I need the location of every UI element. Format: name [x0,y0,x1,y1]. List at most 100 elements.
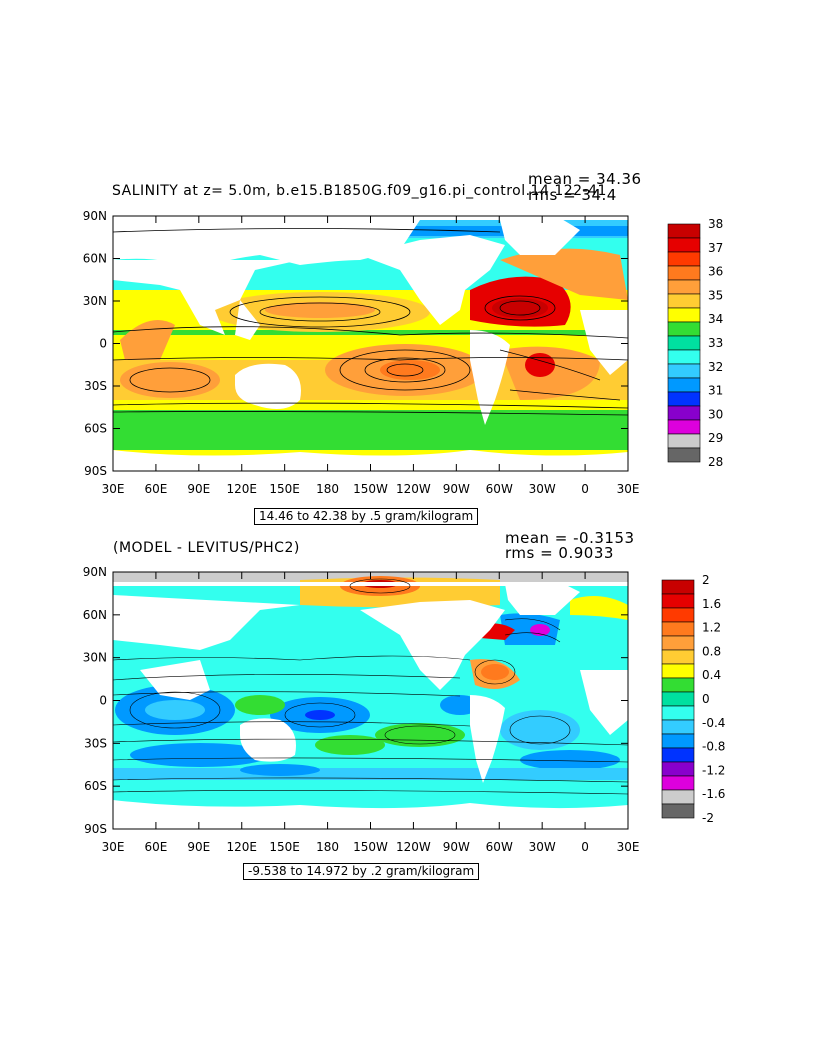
colorbar-swatch [661,761,695,777]
longitude-tick-label: 90W [443,840,470,854]
latitude-tick-label: 30S [84,379,107,393]
longitude-tick-label: 0 [581,482,589,496]
latitude-tick-label: 30N [83,651,107,665]
colorbar-label: 1.2 [702,621,721,635]
latitude-tick-label: 90N [83,209,107,223]
colorbar-swatch [667,433,701,449]
latitude-tick-label: 60S [84,779,107,793]
colorbar-swatch [667,251,701,267]
colorbar-swatch [667,265,701,281]
colorbar-swatch [667,419,701,435]
mean-value: mean = -0.3153 [505,529,635,547]
longitude-tick-label: 180 [316,482,339,496]
colorbar-swatch [661,635,695,651]
salinity-map-panel: mean = 34.36 rms = 34.4 SALINITY at z= 5… [0,160,818,530]
colorbar-swatch [661,733,695,749]
longitude-tick-label: 30W [529,840,556,854]
latitude-tick-label: 90S [84,464,107,478]
latitude-tick-label: 0 [99,694,107,708]
colorbar-label: 37 [708,241,723,255]
colorbar-swatch [661,775,695,791]
colorbar-swatch [661,607,695,623]
colorbar-swatch [661,621,695,637]
longitude-tick-label: 150W [353,482,388,496]
colorbar-swatch [667,307,701,323]
longitude-tick-label: 120E [227,482,258,496]
colorbar-label: 32 [708,360,723,374]
colorbar-swatch [661,789,695,805]
colorbar-label: 1.6 [702,597,721,611]
longitude-tick-label: 60E [144,840,167,854]
colorbar-label: 31 [708,384,723,398]
colorbar-label: 36 [708,265,723,279]
longitude-tick-label: 30E [102,840,125,854]
contour-range-label: -9.538 to 14.972 by .2 gram/kilogram [243,863,480,880]
latitude-tick-label: 60S [84,422,107,436]
longitude-tick-label: 90E [187,840,210,854]
longitude-tick-label: 0 [581,840,589,854]
longitude-tick-label: 60W [486,482,513,496]
longitude-tick-label: 30W [529,482,556,496]
difference-map: 90N 60N 30N 0 30S 60S 90S 30E 60E 90E 120E 150E 180… [83,565,726,854]
colorbar-label: 28 [708,455,723,469]
colorbar-label: 29 [708,431,723,445]
colorbar-label: 33 [708,336,723,350]
latitude-tick-label: 90S [84,822,107,836]
latitude-tick-label: 60N [83,252,107,266]
colorbar-label: -0.8 [702,740,725,754]
colorbar-swatch [667,363,701,379]
colorbar-label: -1.2 [702,763,725,777]
colorbar-swatch [667,321,701,337]
colorbar-swatch [661,719,695,735]
longitude-tick-label: 150E [269,840,300,854]
latitude-tick-label: 30S [84,736,107,750]
colorbar-swatch [667,293,701,309]
longitude-tick-label: 120W [396,840,431,854]
colorbar-label: 0.8 [702,644,721,658]
longitude-tick-label: 150W [353,840,388,854]
rms-value: rms = 34.4 [528,186,617,204]
colorbar-swatch [667,405,701,421]
latitude-tick-label: 0 [99,337,107,351]
latitude-tick-label: 60N [83,608,107,622]
longitude-tick-label: 120E [227,840,258,854]
colorbar-label: 0 [702,692,710,706]
salinity-map: 90N 60N 30N 0 30S 60S 90S 30E 60E 90E 120E 150E 180… [83,209,724,496]
colorbar-label: -1.6 [702,787,725,801]
longitude-tick-label: 30E [617,482,640,496]
colorbar-label: -2 [702,811,714,825]
rms-value: rms = 0.9033 [505,544,614,562]
colorbar-swatch [667,335,701,351]
colorbar-label: 2 [702,573,710,587]
latitude-tick-label: 90N [83,565,107,579]
colorbar-swatch [667,377,701,393]
colorbar-swatch [661,649,695,665]
longitude-tick-label: 30E [102,482,125,496]
colorbar-swatch [667,237,701,253]
colorbar-swatch [667,349,701,365]
longitude-tick-label: 90W [443,482,470,496]
colorbar-swatch [667,279,701,295]
colorbar-swatch [661,803,695,819]
map-title: (MODEL - LEVITUS/PHC2) [113,540,300,556]
longitude-tick-label: 120W [396,482,431,496]
map-title: SALINITY at z= 5.0m, b.e15.B1850G.f09_g1… [112,183,607,199]
colorbar-label: 38 [708,217,723,231]
colorbar-swatch [661,747,695,763]
longitude-tick-label: 150E [269,482,300,496]
colorbar-label: 30 [708,407,723,421]
longitude-tick-label: 180 [316,840,339,854]
colorbar-swatch [661,593,695,609]
mean-value: mean = 34.36 [528,170,642,188]
colorbar-label: 34 [708,312,723,326]
colorbar-label: 0.4 [702,668,721,682]
colorbar-label: -0.4 [702,716,725,730]
longitude-tick-label: 60E [144,482,167,496]
latitude-tick-label: 30N [83,294,107,308]
colorbar-swatch [661,663,695,679]
longitude-tick-label: 90E [187,482,210,496]
colorbar-swatch [661,677,695,693]
difference-map-panel: mean = -0.3153 rms = 0.9033 (MODEL - LEV… [0,520,818,890]
colorbar-swatch [661,705,695,721]
colorbar-swatch [661,691,695,707]
